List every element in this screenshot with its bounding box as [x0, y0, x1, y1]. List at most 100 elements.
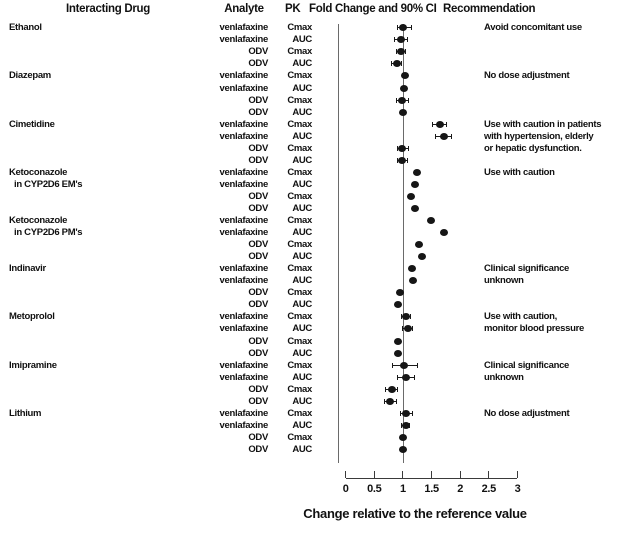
data-point: [415, 241, 423, 249]
ci-cap-high: [405, 49, 407, 55]
ci-cap-low: [393, 37, 395, 43]
drug-label-line2: in CYP2D6 EM's: [14, 178, 83, 190]
data-point: [427, 217, 435, 224]
x-tick: [373, 471, 375, 478]
row-pk-label: Cmax: [287, 287, 312, 299]
row-analyte-label: ODV: [248, 431, 268, 443]
plot-frame-line: [338, 24, 339, 463]
ci-cap-high: [406, 157, 408, 163]
data-point: [396, 289, 405, 297]
ci-cap-low: [385, 386, 387, 392]
x-tick-label: 0: [342, 483, 349, 495]
data-point: [398, 144, 407, 152]
data-point: [401, 409, 410, 417]
row-pk-label: Cmax: [287, 94, 312, 106]
row-pk-label: AUC: [292, 419, 312, 431]
x-tick: [517, 471, 518, 478]
row-pk-label: Cmax: [287, 335, 312, 347]
x-tick: [431, 471, 433, 478]
row-analyte-label: ODV: [248, 58, 268, 70]
ci-cap-low: [396, 374, 398, 380]
ci-cap-high: [446, 121, 447, 127]
data-point: [411, 204, 419, 212]
data-point: [407, 192, 415, 200]
row-pk-label: AUC: [292, 395, 312, 407]
data-point: [398, 445, 407, 453]
row-pk-label: AUC: [292, 82, 312, 94]
data-point: [398, 24, 407, 32]
row-analyte-label: venlafaxine: [219, 323, 269, 335]
data-point: [400, 84, 409, 92]
drug-label: Imipramine: [9, 359, 57, 371]
x-tick-label: 2.5: [481, 483, 497, 495]
data-point: [411, 180, 419, 188]
data-point: [386, 397, 395, 405]
drug-label: Ketoconazole: [9, 215, 68, 226]
row-pk-label: Cmax: [287, 311, 312, 323]
row-analyte-label: venlafaxine: [219, 419, 269, 431]
drug-label: Ketoconazole: [9, 166, 68, 178]
ci-cap-low: [399, 410, 401, 416]
x-tick-label: 0.5: [367, 483, 382, 495]
row-pk-label: Cmax: [287, 407, 312, 419]
row-pk-label: Cmax: [287, 22, 312, 34]
column-header-interacting-drug: Interacting Drug: [65, 3, 151, 15]
row-analyte-label: venlafaxine: [219, 359, 269, 371]
data-point: [387, 385, 396, 393]
row-pk-label: AUC: [292, 251, 312, 263]
ci-cap-low: [384, 398, 386, 404]
x-axis-title: Change relative to the reference value: [303, 506, 527, 521]
ci-cap-low: [396, 145, 398, 151]
ci-cap-high: [409, 314, 411, 320]
drug-label: Indinavir: [9, 263, 46, 275]
ci-cap-high: [409, 422, 411, 428]
ci-cap-low: [400, 422, 402, 428]
data-point: [403, 325, 412, 333]
x-tick-label: 3: [514, 483, 521, 495]
row-analyte-label: venlafaxine: [219, 118, 269, 130]
recommendation-text: Use with caution,: [484, 311, 558, 323]
data-point: [393, 60, 402, 68]
recommendation-text: Avoid concomitant use: [484, 22, 582, 34]
x-tick: [345, 471, 347, 478]
row-analyte-label: venlafaxine: [219, 263, 269, 275]
row-pk-label: AUC: [292, 443, 312, 455]
row-analyte-label: venlafaxine: [219, 34, 269, 46]
recommendation-text: Use with caution in patients: [484, 118, 602, 130]
column-header-analyte: Analyte: [224, 3, 264, 15]
data-point: [394, 301, 403, 309]
data-point: [400, 361, 409, 369]
row-analyte-label: ODV: [248, 202, 268, 214]
drug-label: Metoprolol: [9, 311, 55, 323]
ci-cap-low: [397, 157, 399, 163]
row-analyte-label: venlafaxine: [219, 166, 269, 178]
data-point: [393, 349, 402, 357]
ci-cap-high: [396, 386, 398, 392]
ci-cap-high: [395, 398, 397, 404]
row-analyte-label: ODV: [248, 142, 268, 154]
ci-cap-high: [411, 25, 412, 31]
ci-cap-high: [411, 410, 413, 416]
row-analyte-label: venlafaxine: [219, 407, 269, 419]
row-analyte-label: ODV: [248, 347, 268, 359]
x-tick: [459, 471, 461, 478]
ci-cap-high: [408, 97, 410, 103]
row-pk-label: AUC: [292, 323, 312, 335]
row-pk-label: AUC: [292, 130, 312, 142]
ci-cap-low: [402, 326, 404, 332]
data-point: [408, 277, 417, 285]
recommendation-text: or hepatic dysfunction.: [484, 142, 582, 154]
column-header-fold-change: Fold Change and 90% CI: [309, 3, 437, 15]
ci-cap-high: [407, 37, 408, 43]
row-analyte-label: ODV: [248, 287, 268, 299]
row-pk-label: Cmax: [287, 215, 312, 226]
ci-cap-high: [413, 374, 415, 380]
data-point: [407, 265, 416, 273]
row-pk-label: Cmax: [287, 46, 312, 58]
ci-cap-high: [417, 362, 419, 368]
row-pk-label: Cmax: [287, 190, 312, 202]
data-point: [439, 132, 448, 140]
row-pk-label: AUC: [292, 227, 312, 239]
x-tick: [488, 471, 490, 478]
ci-cap-low: [395, 97, 397, 103]
